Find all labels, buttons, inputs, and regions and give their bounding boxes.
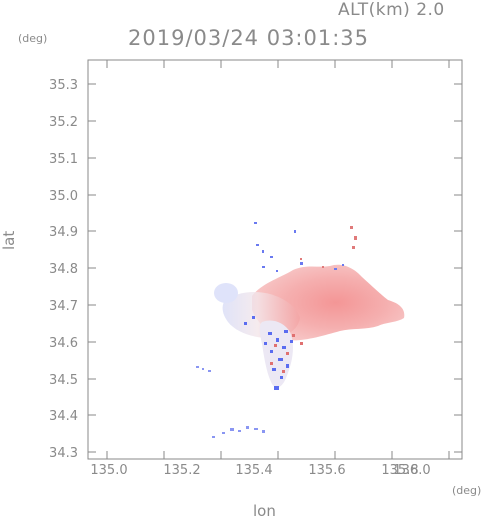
lon-tick-label: 135.8 <box>381 463 418 478</box>
lat-tick-label: 34.7 <box>49 299 78 314</box>
lat-tick-label: 35.3 <box>49 78 78 93</box>
lon-tick-label: 136.0 <box>393 463 430 478</box>
echo-field <box>196 222 405 438</box>
lat-tick-label: 34.3 <box>49 446 78 461</box>
timestamp-title: 2019/03/24 03:01:35 <box>128 26 370 50</box>
lat-tick-label: 34.9 <box>49 225 78 240</box>
altitude-label: ALT(km) 2.0 <box>338 0 445 20</box>
lon-unit-label: (deg) <box>452 484 482 497</box>
lon-tick-label: 135.2 <box>163 463 200 478</box>
lon-ticks <box>106 60 450 459</box>
lon-tick-label: 135.4 <box>235 463 272 478</box>
lat-tick-label: 35.1 <box>49 152 78 167</box>
lon-tick-label: 135.0 <box>90 463 127 478</box>
lat-tick-label: 35.2 <box>49 115 78 130</box>
lat-ticks <box>88 83 462 453</box>
lat-unit-label: (deg) <box>18 32 48 45</box>
lat-tick-label: 34.4 <box>49 409 78 424</box>
lat-tick-label: 35.0 <box>49 189 78 204</box>
lon-axis-title: lon <box>253 502 276 520</box>
lat-tick-label: 34.5 <box>49 373 78 388</box>
blue-cell <box>214 283 238 303</box>
lat-tick-label: 34.6 <box>49 336 78 351</box>
lon-tick-label: 135.6 <box>308 463 345 478</box>
lat-tick-label: 34.8 <box>49 262 78 277</box>
plot-frame <box>87 59 463 460</box>
